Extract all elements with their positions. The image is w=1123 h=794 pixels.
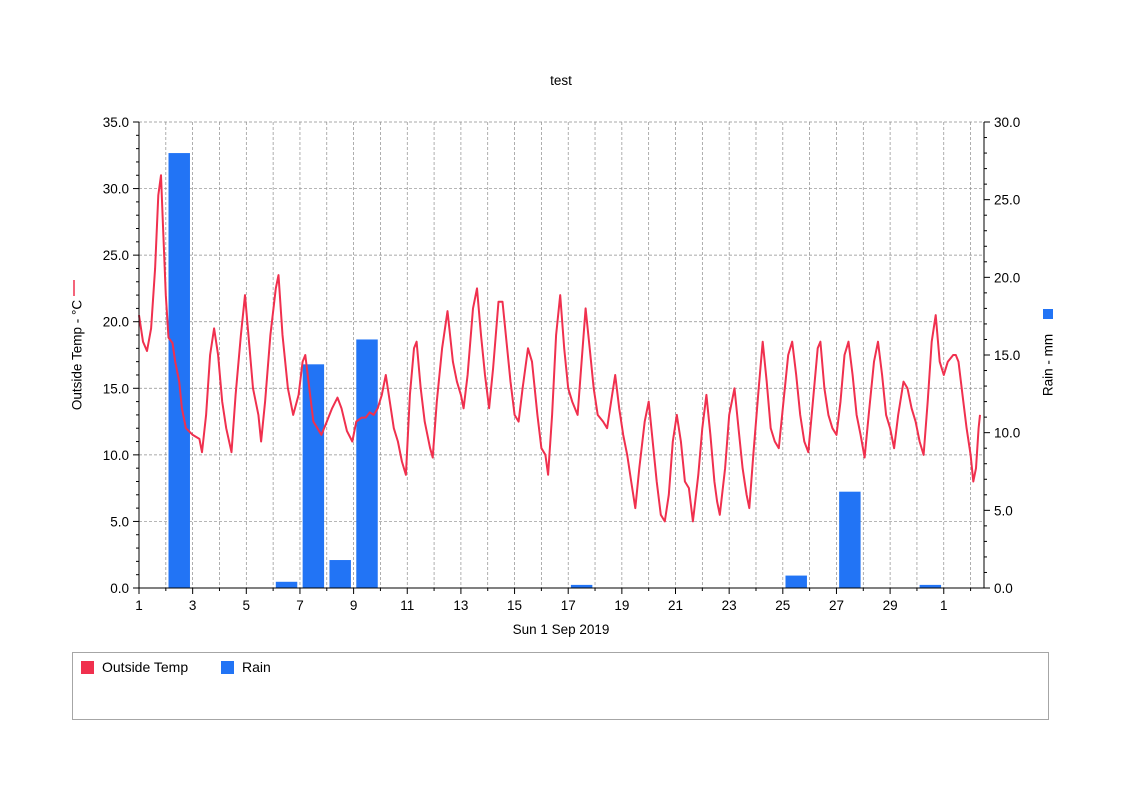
- legend-swatch-outside-temp: [81, 660, 94, 674]
- right-axis-tick-label: 5.0: [994, 503, 1013, 518]
- right-axis-tick-label: 30.0: [994, 115, 1020, 130]
- left-axis-tick-label: 35.0: [103, 115, 129, 130]
- grid: [139, 121, 985, 589]
- left-axis-tick-label: 30.0: [103, 182, 129, 197]
- rain-bar: [168, 153, 190, 589]
- x-axis-tick-label: 11: [400, 598, 414, 613]
- legend: Outside Temp Rain: [72, 652, 1049, 720]
- rain-bar: [839, 491, 861, 588]
- right-axis-series-marker: [1043, 309, 1053, 319]
- right-axis-tick-label: 15.0: [994, 348, 1020, 363]
- rain-bar: [570, 584, 593, 588]
- legend-label-outside-temp: Outside Temp: [102, 659, 189, 675]
- legend-item-outside-temp[interactable]: Outside Temp: [81, 659, 188, 675]
- x-axis-tick-label: 5: [243, 598, 251, 613]
- left-axis-title: Outside Temp - °C: [70, 300, 85, 410]
- rain-bar: [275, 581, 298, 588]
- rain-bar: [919, 584, 942, 588]
- right-axis-tick-label: 0.0: [994, 581, 1013, 596]
- x-axis-tick-label: 9: [350, 598, 358, 613]
- legend-swatch-rain: [221, 660, 234, 674]
- x-axis-title: Sun 1 Sep 2019: [513, 622, 610, 637]
- right-axis-tick-label: 10.0: [994, 426, 1020, 441]
- right-axis-title: Rain - mm: [1041, 334, 1056, 396]
- right-axis-tick-label: 25.0: [994, 193, 1020, 208]
- left-axis-title-group: Outside Temp - °C: [70, 300, 85, 410]
- x-axis-tick-label: 15: [507, 598, 522, 613]
- x-axis-tick-label: 27: [829, 598, 844, 613]
- x-axis-tick-label: 3: [189, 598, 197, 613]
- rain-bar: [785, 575, 807, 588]
- left-axis-tick-label: 20.0: [103, 315, 129, 330]
- left-axis-tick-label: 25.0: [103, 248, 129, 263]
- left-axis-tick-label: 15.0: [103, 381, 129, 396]
- left-axis-tick-label: 5.0: [110, 514, 129, 529]
- chart-title: test: [550, 73, 572, 88]
- axes: 0.0 5.0 10.0 15.0 20.0 25.0 30.0 35.0 0.0 5.0 10.0…: [103, 115, 1021, 613]
- rain-bar: [356, 339, 378, 588]
- x-axis-tick-label: 1: [135, 598, 143, 613]
- left-axis-tick-label: 0.0: [110, 581, 129, 596]
- rain-bar: [329, 560, 351, 588]
- x-axis-tick-label: 1: [940, 598, 948, 613]
- right-axis-tick-label: 20.0: [994, 270, 1020, 285]
- rain-bar: [302, 364, 325, 588]
- x-axis-tick-label: 7: [296, 598, 304, 613]
- legend-item-rain[interactable]: Rain: [221, 659, 271, 675]
- right-axis-title-group: Rain - mm: [1041, 334, 1056, 396]
- x-axis-tick-label: 13: [453, 598, 468, 613]
- legend-label-rain: Rain: [242, 659, 271, 675]
- x-axis-tick-label: 29: [883, 598, 898, 613]
- x-axis-tick-label: 19: [614, 598, 629, 613]
- temp-line-layer: [138, 174, 981, 523]
- rain-bars: [168, 153, 942, 589]
- left-axis-tick-label: 10.0: [103, 448, 129, 463]
- x-axis-tick-label: 23: [722, 598, 737, 613]
- outside-temp-line: [138, 174, 981, 523]
- x-axis-tick-label: 17: [561, 598, 576, 613]
- x-axis-tick-label: 21: [668, 598, 683, 613]
- x-axis-tick-label: 25: [775, 598, 790, 613]
